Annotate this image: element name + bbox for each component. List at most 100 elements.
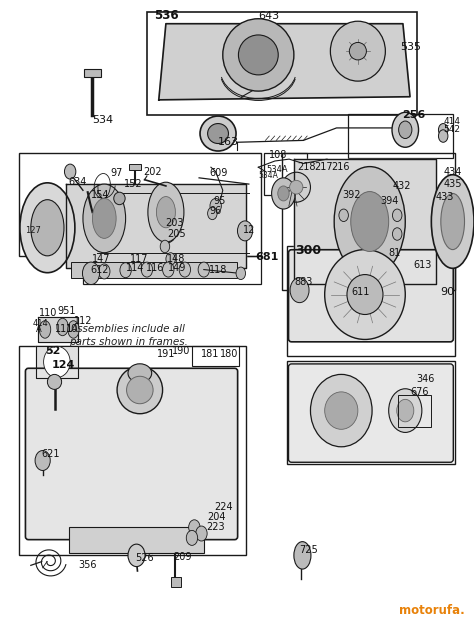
Text: 612: 612	[90, 265, 109, 275]
Text: 152: 152	[124, 179, 143, 189]
Text: 725: 725	[300, 545, 319, 555]
Ellipse shape	[99, 264, 110, 279]
Text: 643: 643	[258, 11, 280, 21]
Text: 433: 433	[435, 192, 454, 202]
Text: 951: 951	[58, 306, 76, 316]
Text: 256: 256	[402, 110, 425, 120]
Text: 205: 205	[167, 229, 185, 239]
Text: 190: 190	[172, 346, 190, 356]
Text: 116: 116	[146, 263, 164, 273]
Text: 300: 300	[295, 245, 321, 257]
Polygon shape	[66, 184, 246, 268]
Ellipse shape	[20, 183, 75, 273]
Ellipse shape	[351, 192, 389, 251]
Ellipse shape	[294, 542, 311, 569]
Text: 96: 96	[210, 206, 222, 216]
Ellipse shape	[272, 178, 295, 209]
Ellipse shape	[392, 228, 402, 240]
Text: 536: 536	[154, 9, 179, 22]
Text: 613: 613	[413, 260, 432, 270]
Text: A: A	[36, 325, 42, 334]
Ellipse shape	[208, 124, 228, 144]
Bar	[147, 12, 417, 115]
Ellipse shape	[392, 112, 419, 147]
Ellipse shape	[330, 21, 385, 81]
Ellipse shape	[438, 124, 448, 136]
Ellipse shape	[198, 262, 210, 277]
Ellipse shape	[114, 192, 125, 205]
Ellipse shape	[156, 197, 175, 228]
Ellipse shape	[349, 42, 366, 60]
Text: 392: 392	[342, 190, 361, 200]
Polygon shape	[294, 159, 436, 284]
Ellipse shape	[160, 240, 170, 253]
Text: 10: 10	[66, 324, 79, 334]
Text: 676: 676	[410, 387, 429, 397]
Bar	[129, 164, 141, 170]
Text: 111: 111	[55, 324, 73, 334]
Ellipse shape	[141, 262, 153, 277]
Text: 147: 147	[92, 254, 111, 264]
Ellipse shape	[92, 198, 116, 238]
Text: 203: 203	[165, 218, 183, 228]
Ellipse shape	[186, 530, 198, 545]
Text: 191: 191	[157, 349, 176, 359]
Ellipse shape	[347, 275, 383, 314]
Text: 534: 534	[92, 115, 114, 125]
Text: 127: 127	[25, 227, 41, 235]
Text: 883: 883	[295, 277, 313, 287]
Text: 356: 356	[78, 560, 97, 570]
Text: 542: 542	[443, 125, 460, 134]
Text: 117: 117	[130, 254, 149, 264]
Bar	[287, 246, 455, 356]
Bar	[348, 114, 453, 158]
Text: 90: 90	[440, 287, 454, 297]
Text: 346: 346	[416, 374, 435, 384]
Bar	[355, 287, 360, 334]
Ellipse shape	[431, 175, 474, 268]
Text: 97: 97	[110, 168, 122, 178]
Text: 218: 218	[298, 162, 316, 172]
Text: 611: 611	[352, 287, 370, 297]
Polygon shape	[38, 317, 78, 342]
Bar	[71, 262, 237, 278]
Text: 202: 202	[143, 167, 162, 177]
Text: 124: 124	[52, 360, 75, 370]
Text: 81: 81	[389, 248, 401, 258]
Bar	[83, 256, 261, 284]
FancyBboxPatch shape	[289, 364, 453, 462]
Text: 534A: 534A	[266, 165, 288, 174]
Ellipse shape	[441, 193, 465, 250]
Ellipse shape	[397, 399, 414, 422]
Ellipse shape	[208, 207, 217, 220]
Bar	[282, 153, 455, 290]
Text: 12: 12	[243, 225, 255, 235]
FancyBboxPatch shape	[26, 368, 237, 540]
Ellipse shape	[47, 374, 62, 389]
Text: 609: 609	[210, 168, 228, 178]
Text: 154: 154	[91, 190, 109, 200]
Ellipse shape	[339, 209, 348, 222]
Text: 180: 180	[220, 349, 239, 359]
Ellipse shape	[325, 250, 405, 339]
Bar	[19, 346, 246, 555]
Ellipse shape	[128, 364, 152, 383]
Ellipse shape	[44, 346, 70, 378]
Ellipse shape	[117, 366, 163, 414]
Text: 432: 432	[392, 181, 411, 191]
Ellipse shape	[189, 520, 200, 535]
Text: 114: 114	[126, 263, 144, 273]
Bar	[19, 153, 261, 256]
Bar	[84, 69, 101, 77]
Ellipse shape	[290, 278, 309, 303]
Bar	[264, 153, 307, 195]
FancyBboxPatch shape	[289, 250, 453, 342]
Text: 394: 394	[380, 196, 399, 206]
Ellipse shape	[31, 200, 64, 256]
Ellipse shape	[389, 389, 422, 432]
Text: 118: 118	[209, 265, 227, 275]
Bar	[287, 361, 455, 464]
Ellipse shape	[236, 267, 246, 280]
Text: 534A: 534A	[259, 172, 279, 180]
Text: 95: 95	[213, 196, 226, 206]
